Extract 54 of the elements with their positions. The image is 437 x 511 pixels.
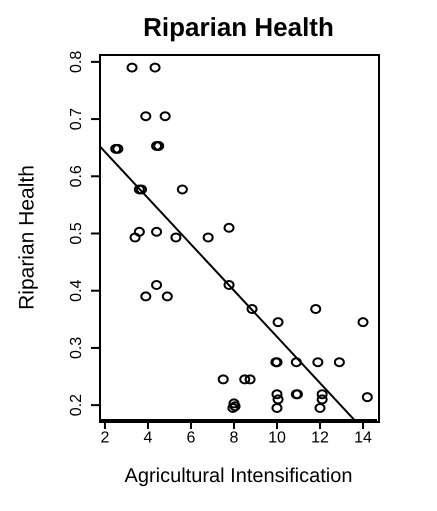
point — [176, 184, 188, 194]
point — [218, 374, 229, 384]
x-tick-label: 10 — [268, 429, 286, 446]
point — [312, 357, 324, 368]
point — [290, 357, 302, 368]
x-tick-label: 14 — [354, 429, 372, 446]
point — [162, 291, 173, 302]
point — [316, 394, 328, 404]
point — [151, 280, 162, 290]
x-axis-title: Agricultural Intensification — [124, 465, 354, 488]
point — [246, 304, 258, 314]
point — [310, 304, 322, 314]
y-tick-label: 0.7 — [68, 108, 85, 130]
y-tick-label: 0.2 — [68, 394, 85, 416]
point — [316, 389, 328, 400]
x-tick-label: 2 — [100, 429, 110, 446]
point — [134, 184, 145, 194]
point — [224, 222, 235, 233]
point — [134, 226, 145, 237]
point — [136, 184, 148, 194]
y-tick-label: 0.5 — [68, 222, 85, 245]
point — [150, 62, 161, 73]
point — [314, 402, 326, 413]
y-tick-label: 0.4 — [68, 279, 85, 302]
point — [358, 317, 369, 328]
x-tick-label: 6 — [186, 429, 196, 446]
point — [202, 232, 214, 242]
point — [334, 357, 345, 368]
point — [230, 401, 241, 412]
x-tick-label: 4 — [144, 429, 153, 446]
chart-title: Riparian Health — [142, 12, 335, 43]
x-tick-label: 8 — [230, 429, 239, 446]
point — [140, 111, 152, 122]
point — [151, 226, 162, 237]
y-tick-label: 0.6 — [68, 165, 85, 188]
point — [228, 398, 240, 408]
point — [130, 232, 141, 242]
x-tick-label: 12 — [311, 429, 330, 446]
point — [140, 291, 152, 302]
point — [244, 374, 256, 384]
point — [126, 62, 138, 73]
point — [362, 392, 373, 402]
y-tick-label: 0.3 — [68, 336, 85, 360]
point — [239, 374, 250, 384]
point — [272, 317, 284, 328]
point — [271, 389, 282, 400]
y-tick-label: 0.8 — [68, 50, 85, 73]
point — [227, 402, 238, 413]
point — [272, 394, 284, 404]
point — [170, 232, 182, 242]
y-axis-title: Riparian Health — [15, 165, 38, 310]
point — [271, 402, 282, 413]
point — [224, 280, 235, 290]
point — [160, 111, 171, 122]
